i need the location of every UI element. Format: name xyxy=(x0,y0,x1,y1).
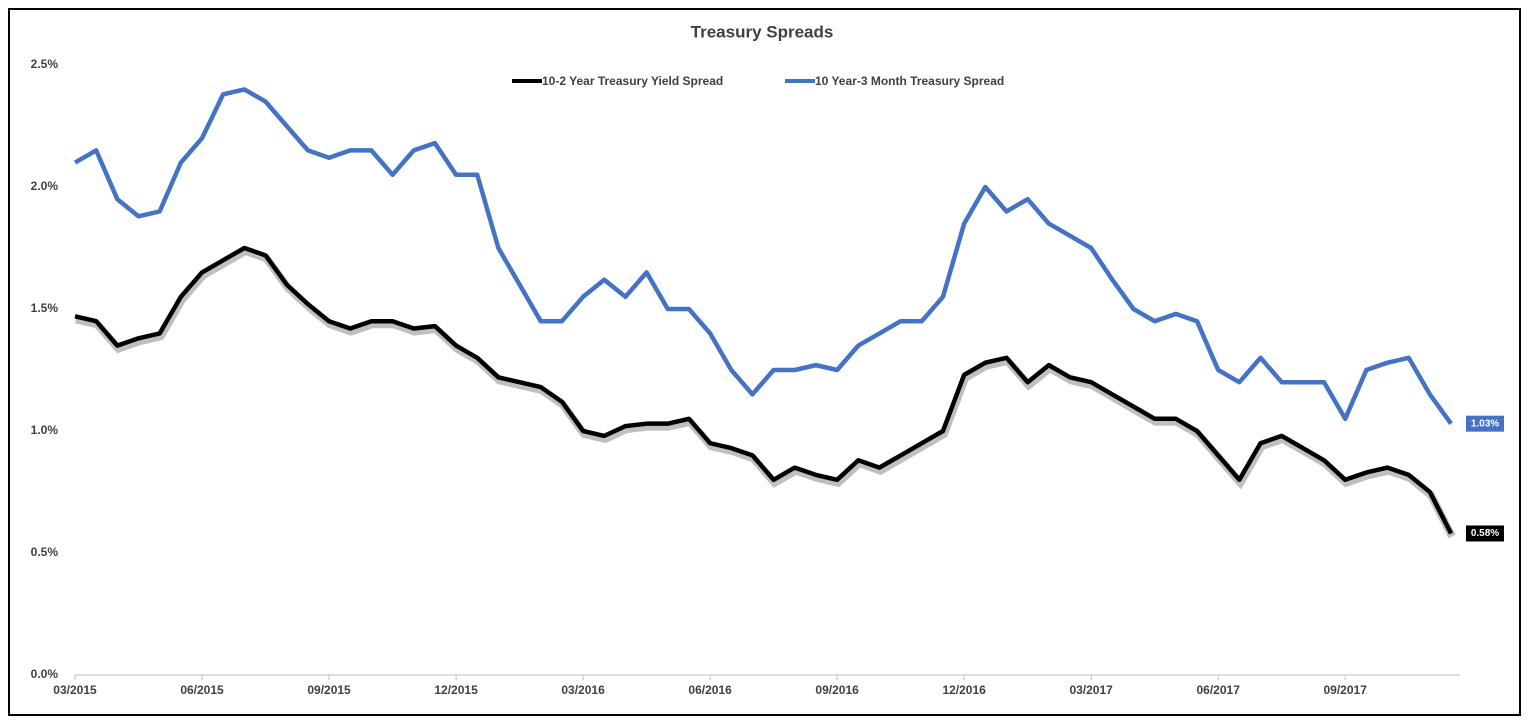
y-tick-label: 0.0% xyxy=(31,667,59,681)
y-tick-label: 1.5% xyxy=(31,301,59,315)
value-label-box xyxy=(1466,415,1504,432)
y-tick-label: 2.5% xyxy=(31,57,59,71)
y-tick-label: 0.5% xyxy=(31,545,59,559)
x-tick-label: 09/2016 xyxy=(815,683,859,697)
chart-frame xyxy=(8,8,1521,716)
x-tick-label: 03/2016 xyxy=(561,683,605,697)
chart-title: Treasury Spreads xyxy=(691,22,834,41)
y-tick-label: 1.0% xyxy=(31,423,59,437)
y-tick-label: 2.0% xyxy=(31,179,59,193)
x-tick-label: 06/2017 xyxy=(1196,683,1240,697)
x-tick-label: 03/2017 xyxy=(1069,683,1113,697)
legend-label: 10-2 Year Treasury Yield Spread xyxy=(542,74,723,88)
x-tick-label: 12/2016 xyxy=(942,683,986,697)
value-label: 1.03% xyxy=(1471,418,1499,429)
value-label: 0.58% xyxy=(1471,528,1499,539)
value-label-box xyxy=(1466,525,1504,542)
x-tick-label: 03/2015 xyxy=(53,683,97,697)
x-tick-label: 06/2016 xyxy=(688,683,732,697)
x-tick-label: 09/2017 xyxy=(1324,683,1368,697)
x-tick-label: 06/2015 xyxy=(180,683,224,697)
series-line xyxy=(74,245,1454,535)
legend-label: 10 Year-3 Month Treasury Spread xyxy=(815,74,1004,88)
x-tick-label: 12/2015 xyxy=(434,683,478,697)
x-tick-label: 09/2015 xyxy=(307,683,351,697)
series-line xyxy=(73,87,1453,425)
